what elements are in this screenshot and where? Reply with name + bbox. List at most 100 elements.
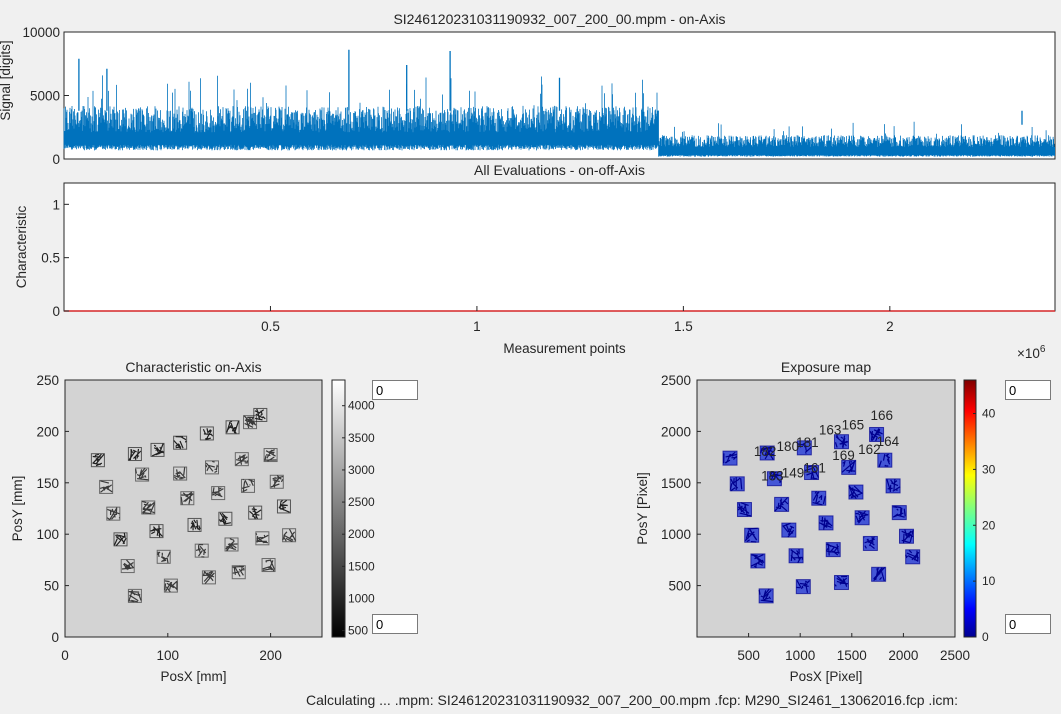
signal-ytick-label: 0 (52, 152, 60, 167)
characteristic-blob (262, 559, 276, 572)
characteristic-xtick-label: 100 (157, 648, 180, 663)
characteristic-blob (243, 415, 257, 429)
characteristic-ytick-label: 0 (51, 630, 59, 645)
characteristic-blob-frame (135, 467, 150, 482)
exposure-colormap-min-input[interactable] (1005, 614, 1051, 634)
exposure-blob (834, 575, 849, 587)
exposure-blob-frame (818, 515, 834, 531)
exposure-label: 164 (877, 434, 900, 449)
characteristic-blob-frame (149, 524, 164, 539)
exposure-colormap-max-input[interactable] (1005, 380, 1051, 400)
exposure-panel: Exposure map 182 183 180 149 181 161 163 169 165 1… (635, 359, 996, 684)
characteristic-blob (92, 453, 105, 467)
exposure-ytick-label: 1000 (661, 527, 691, 542)
evaluation-xlabel: Measurement points (503, 341, 626, 356)
exposure-blob-fill (811, 491, 826, 506)
characteristic-colorbar (331, 379, 346, 638)
exposure-label: 166 (870, 408, 893, 423)
characteristic-blob (232, 565, 245, 577)
char-colormap-min-input[interactable] (372, 614, 418, 634)
characteristic-blob (180, 491, 194, 505)
exposure-label: 163 (819, 422, 842, 437)
exposure-blob (848, 485, 863, 499)
exposure-blob (804, 465, 820, 480)
characteristic-blob (190, 519, 201, 531)
exposure-blob (873, 566, 886, 582)
exposure-blob-frame (869, 426, 885, 442)
evaluation-x-exponent: ×106 (1017, 344, 1046, 361)
characteristic-blob (235, 454, 249, 466)
characteristic-blob-frame (211, 486, 226, 501)
evaluation-x-exponent-power: 6 (1040, 344, 1046, 355)
exposure-xtick-label: 2000 (888, 648, 918, 663)
exposure-blob-frame (871, 566, 887, 582)
characteristic-blob (173, 467, 186, 480)
characteristic-blob-frame (205, 460, 220, 475)
exposure-colorbar-label: 30 (982, 462, 996, 476)
exposure-blob-frame (877, 452, 893, 468)
characteristic-blob-frame (269, 474, 284, 489)
exposure-xtick-label: 2500 (940, 648, 970, 663)
exposure-ylabel: PosY [Pixel] (635, 472, 650, 545)
characteristic-blob-frame (282, 528, 297, 543)
characteristic-blob-frame (141, 500, 156, 515)
exposure-label: 169 (832, 448, 855, 463)
characteristic-blob (202, 428, 214, 441)
characteristic-ytick-label: 50 (44, 579, 59, 594)
characteristic-blob-frame (253, 407, 268, 422)
exposure-blob-frame (833, 434, 849, 450)
exposure-label: 161 (803, 461, 826, 476)
characteristic-axes-box (64, 379, 323, 638)
signal-panel: SI246120231031190932_007_200_00.mpm - on… (0, 11, 1056, 167)
characteristic-blob-frame (113, 532, 128, 547)
exposure-blob-frame (811, 490, 827, 506)
characteristic-blob (218, 512, 232, 525)
evaluation-ytick-label: 0 (52, 304, 60, 319)
characteristic-blob-frame (187, 517, 202, 532)
exposure-blob (760, 446, 774, 460)
exposure-blob (869, 428, 883, 442)
characteristic-blob (226, 420, 240, 434)
exposure-blob-frame (841, 459, 857, 475)
exposure-title: Exposure map (781, 359, 871, 375)
exposure-blob (855, 510, 869, 524)
characteristic-colorbar-label: 500 (348, 624, 368, 638)
exposure-colorbar-label: 10 (982, 574, 996, 588)
exposure-ytick-label: 500 (668, 579, 691, 594)
exposure-blob-frame (862, 535, 878, 551)
signal-ylabel: Signal [digits] (0, 40, 13, 120)
evaluation-xtick-label: 1 (473, 319, 481, 334)
characteristic-ytick-label: 200 (36, 424, 59, 439)
characteristic-blob-frame (173, 466, 188, 481)
characteristic-blob (195, 544, 207, 558)
characteristic-blob-frame (106, 506, 121, 521)
exposure-blob-frame (854, 510, 870, 526)
exposure-xlabel: PosX [Pixel] (790, 669, 863, 684)
exposure-label: 181 (796, 435, 819, 450)
char-colormap-max-input[interactable] (372, 380, 418, 400)
exposure-blob-frame (825, 542, 841, 558)
exposure-blob-frame (788, 548, 804, 564)
exposure-blob-frame (750, 553, 766, 569)
evaluation-title: All Evaluations - on-off-Axis (474, 162, 645, 178)
characteristic-xtick-label: 0 (61, 648, 69, 663)
exposure-blob-frame (833, 575, 849, 591)
characteristic-blob (212, 486, 224, 498)
characteristic-blob-frame (261, 558, 276, 573)
exposure-blob (782, 522, 795, 538)
exposure-blob (744, 527, 758, 543)
characteristic-blob-frame (218, 511, 233, 526)
exposure-label: 162 (858, 442, 881, 457)
status-bar: Calculating ... .mpm: SI2461202310311909… (306, 692, 958, 708)
exposure-blob (878, 453, 891, 468)
characteristic-blob-frame (240, 478, 255, 493)
exposure-blob-frame (905, 549, 921, 565)
exposure-label: 165 (842, 417, 865, 432)
characteristic-blob (173, 436, 187, 450)
characteristic-blob (141, 500, 156, 515)
characteristic-blob (249, 506, 262, 520)
characteristic-blob (164, 580, 178, 593)
exposure-ytick-label: 2500 (661, 373, 691, 388)
exposure-blob-frame (722, 450, 738, 466)
characteristic-blob (278, 499, 290, 513)
